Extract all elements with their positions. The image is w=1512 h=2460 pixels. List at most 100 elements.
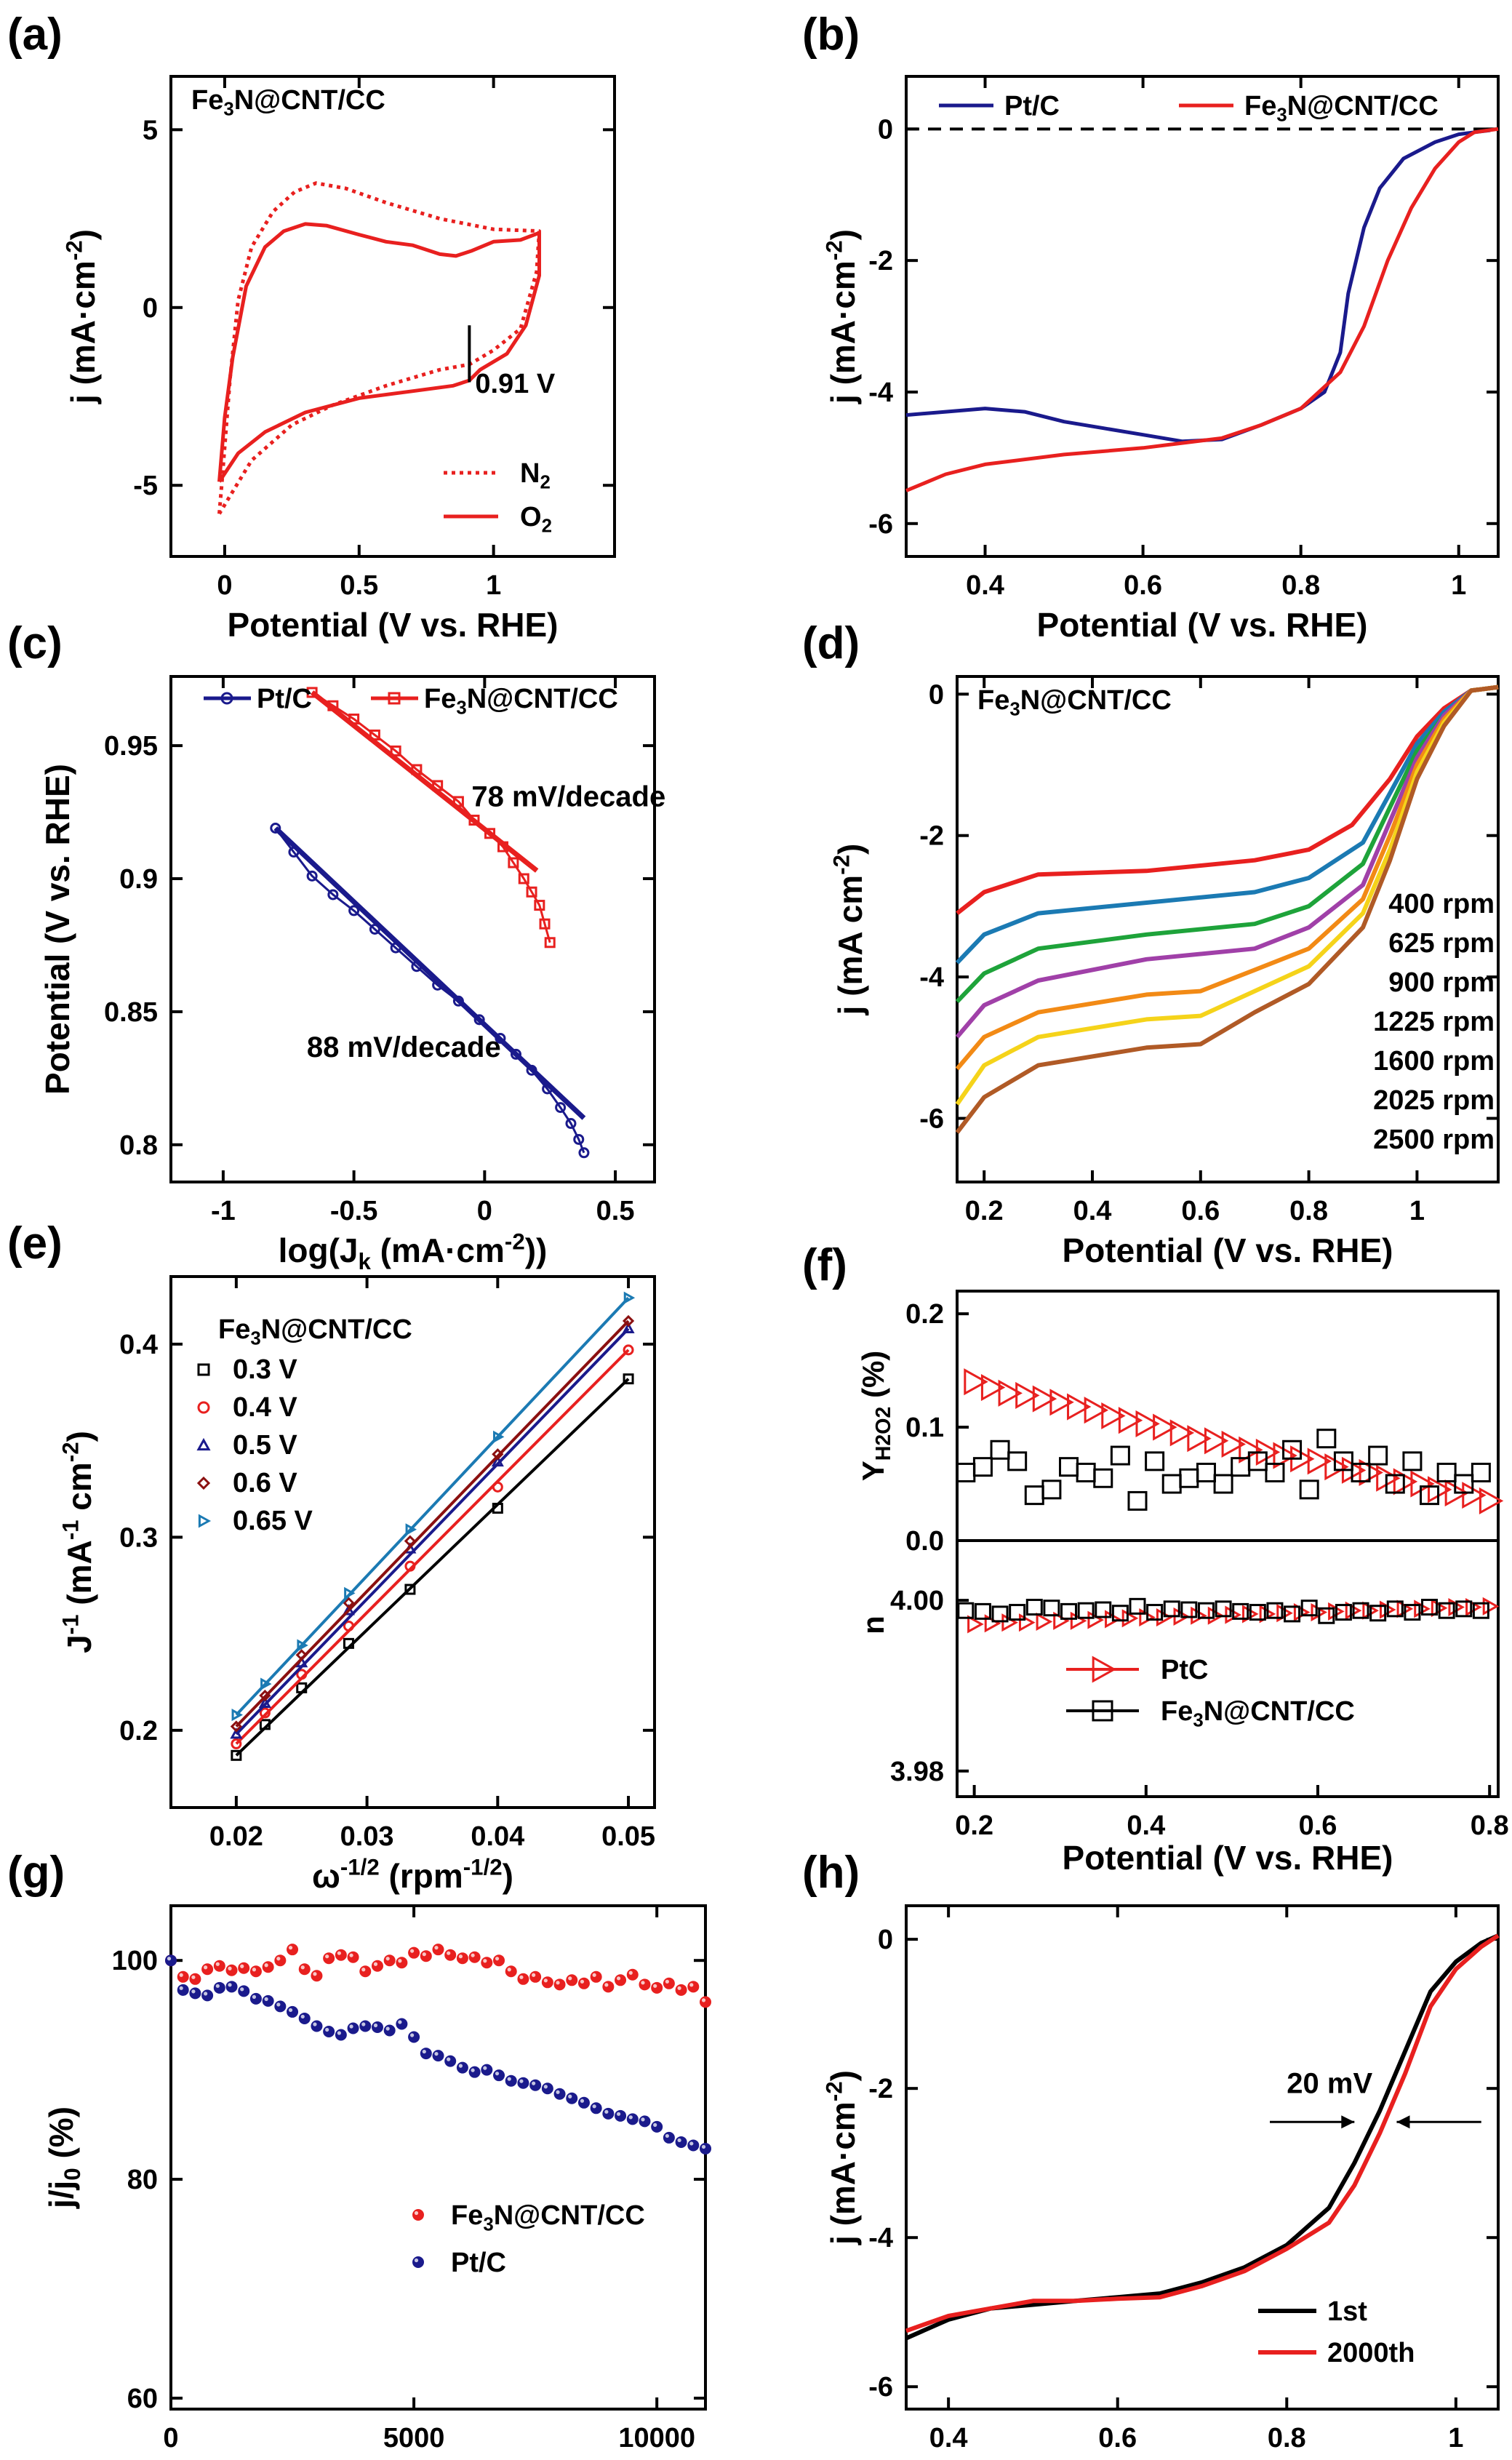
data-point (408, 1946, 420, 1959)
x-tick-label: 1 (1451, 570, 1466, 601)
data-point (1077, 1602, 1095, 1619)
legend-label-rpm: 2025 rpm (1373, 1085, 1495, 1116)
panel-label: (a) (7, 9, 63, 60)
series-2000th (905, 1933, 1500, 2333)
y-tick-label: 0.95 (104, 731, 158, 762)
slope-annotation-ptc: 88 mV/decade (307, 1031, 501, 1063)
data-point (1438, 1602, 1455, 1619)
data-point (1215, 1600, 1232, 1618)
data-point (371, 1960, 383, 1972)
data-point (348, 714, 360, 725)
plot-frame (169, 1275, 656, 1809)
data-point (1060, 1602, 1078, 1620)
data-point (626, 1968, 639, 1981)
y-tick-label: -6 (868, 2372, 893, 2403)
y-tick-label: -2 (868, 2074, 893, 2104)
data-point (493, 2069, 505, 2082)
data-point (295, 1649, 308, 1661)
data-point (1436, 1462, 1457, 1482)
data-point (238, 1985, 250, 1997)
data-point (411, 764, 423, 775)
series-625 rpm (955, 684, 1499, 965)
data-point (578, 1147, 590, 1159)
series-line-Pt/C (274, 827, 585, 1154)
data-point (517, 2077, 529, 2089)
data-point (687, 1981, 700, 1993)
data-point (225, 1981, 238, 1993)
data-point (495, 1032, 506, 1044)
data-point (404, 1560, 416, 1572)
slope-annotation-fe3n: 78 mV/decade (471, 780, 665, 812)
data-point (444, 1949, 457, 1961)
data-point (998, 1379, 1023, 1407)
data-point (541, 1976, 553, 1989)
panel-d: (d) 0.2 0.4 0.6 0.8 1 -6 -4 -2 0 Fe3N@CNT/CC 400 rp… (802, 618, 1500, 1269)
legend-label-fe3n: Fe3N@CNT/CC (451, 2200, 645, 2235)
data-point (249, 1992, 262, 2005)
x-tick-label: 0.6 (1098, 2423, 1137, 2453)
panel-label: (g) (7, 1848, 65, 1898)
y-tick-label: 0 (878, 1925, 893, 1955)
data-point (518, 873, 529, 884)
x-tick-label: 0.8 (1289, 1196, 1328, 1226)
y-tick-label: 0.4 (119, 1330, 158, 1360)
data-point (369, 924, 380, 935)
y-tick-label: 0.9 (119, 864, 158, 895)
data-point (274, 1954, 287, 1967)
legend-label-rpm: 625 rpm (1388, 928, 1495, 959)
data-point (343, 1620, 354, 1632)
data-point (473, 1014, 485, 1026)
data-point (359, 2020, 372, 2032)
data-point (369, 729, 380, 740)
data-point (408, 2031, 420, 2043)
x-tick-label: 1 (486, 570, 501, 601)
x-tick-label: 0.6 (1124, 570, 1162, 601)
panel-f: (f) 0.0 0.1 0.2 3.98 4.00 0.2 0.4 0.6 0.8 PtC Fe3N@… (802, 1240, 1509, 1877)
data-point (1101, 1402, 1126, 1430)
data-point (432, 1944, 444, 1956)
data-point (1282, 1439, 1303, 1460)
data-point (347, 2022, 359, 2034)
data-point (529, 1970, 542, 1983)
legend-label-ptc: Pt/C (257, 684, 312, 714)
legend-label-rpm: 900 rpm (1388, 967, 1495, 998)
data-point (541, 2082, 553, 2095)
x-tick-label: 0.6 (1299, 1810, 1337, 1841)
x-tick-label: 10000 (618, 2423, 695, 2453)
data-point (1376, 1464, 1401, 1492)
data-point (270, 823, 281, 834)
panel-annotation: Fe3N@CNT/CC (977, 685, 1172, 719)
y-tick-label: 3.98 (890, 1757, 944, 1787)
data-point (1265, 1462, 1285, 1482)
panel-c: (c) -1 -0.5 0 0.5 0.8 0.85 0.9 0.95 Pt/C Fe3N@CNT/… (7, 618, 665, 1274)
x-tick-label: 0.8 (1268, 2423, 1306, 2453)
data-point (497, 841, 509, 852)
data-point (238, 1962, 250, 1974)
fit-line-Pt/C (273, 826, 586, 1120)
panel-e: (e) 0.02 0.03 0.04 0.05 0.2 0.3 0.4 Fe3N@CNT/CC 0… (7, 1218, 656, 1895)
data-point (432, 780, 444, 791)
data-point (288, 846, 300, 858)
panel-label: (f) (802, 1240, 847, 1290)
data-point (1444, 1479, 1470, 1507)
y-axis-label: j (mA·cm-2) (822, 2070, 862, 2245)
data-point (420, 2048, 432, 2060)
data-point (420, 1950, 432, 1962)
x-tick-label: 1 (1448, 2423, 1463, 2453)
data-point (1127, 1490, 1148, 1511)
legend-label: 0.65 V (233, 1506, 313, 1536)
x-tick-label: 0.04 (471, 1821, 524, 1852)
data-point (411, 961, 423, 973)
data-point (231, 1738, 242, 1749)
data-point (1247, 1451, 1268, 1471)
y-tick-label: 0 (878, 114, 893, 145)
data-point (1169, 1419, 1195, 1447)
data-point (456, 2061, 468, 2074)
data-point (1015, 1381, 1040, 1409)
data-point (306, 687, 318, 698)
data-point (602, 2107, 615, 2120)
legend-label: 0.3 V (233, 1354, 297, 1385)
y-tick-label: 0.1 (905, 1413, 944, 1443)
y-axis-label-bottom: n (856, 1616, 890, 1634)
data-point (505, 2074, 517, 2087)
